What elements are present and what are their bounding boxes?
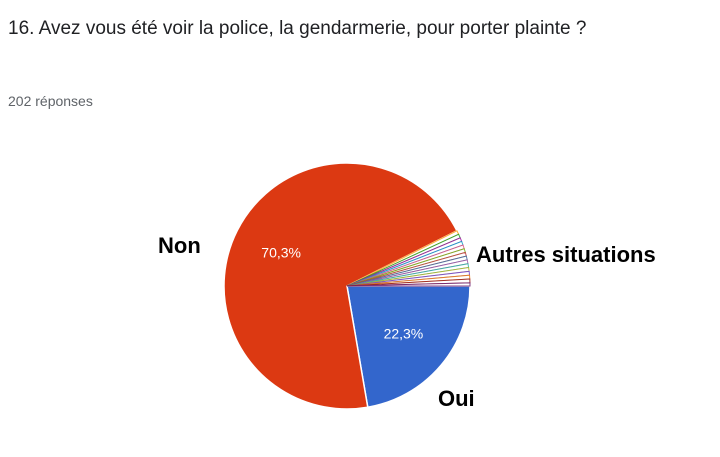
response-count: 202 réponses	[8, 93, 93, 109]
annotation-non: Non	[158, 233, 201, 258]
slice-label: 22,3%	[384, 326, 424, 342]
annotation-oui: Oui	[438, 386, 475, 411]
pie-slice-oui	[346, 285, 471, 409]
slice-label: 70,3%	[261, 245, 301, 261]
pie-slice-non	[223, 162, 458, 410]
question-title: 16. Avez vous été voir la police, la gen…	[8, 18, 587, 39]
pie-slice	[346, 282, 471, 287]
annotation-autres: Autres situations	[476, 242, 656, 267]
